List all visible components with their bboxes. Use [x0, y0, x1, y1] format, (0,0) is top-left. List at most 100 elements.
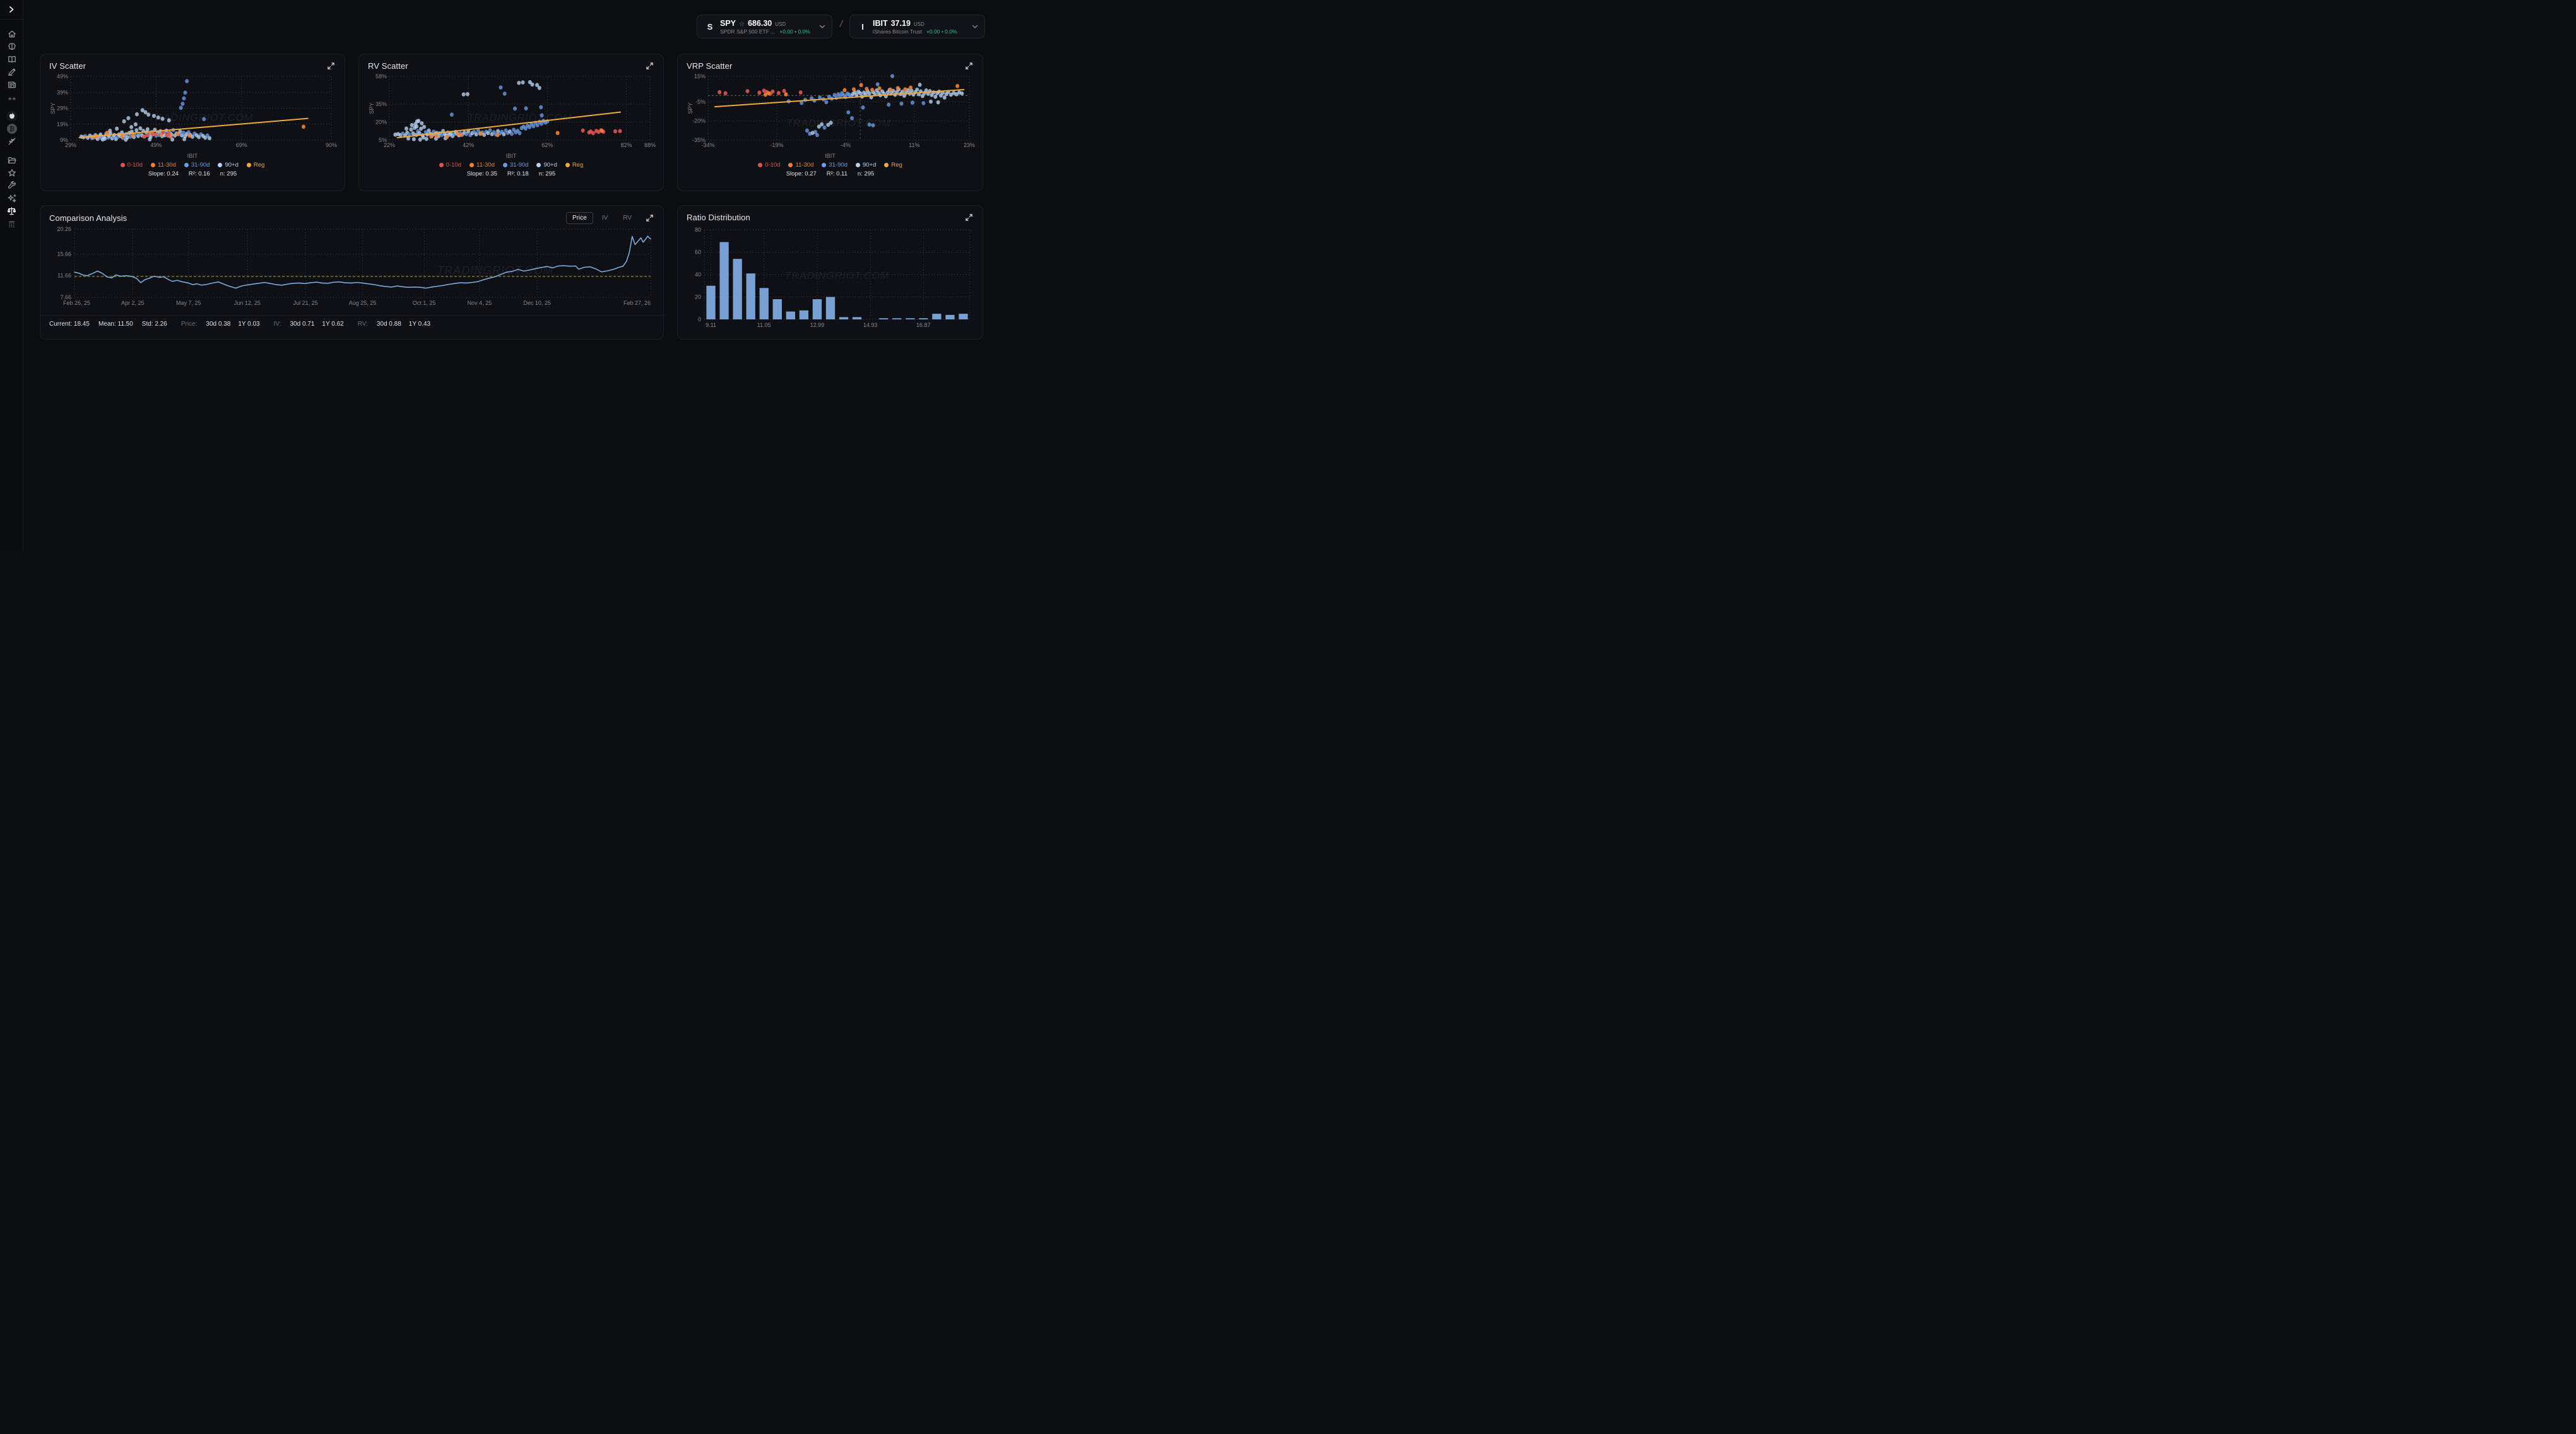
sidebar-item-tools[interactable]	[0, 179, 23, 192]
stat-value: n: 295	[538, 170, 556, 177]
sidebar-item-bitcoin[interactable]: ₿	[0, 122, 23, 135]
sidebar-item-news[interactable]	[0, 78, 23, 91]
legend-label: 0-10d	[446, 162, 461, 169]
bitcoin-icon: ₿	[6, 124, 17, 134]
svg-text:69%: 69%	[236, 142, 247, 148]
ticker-change: +0.00 • 0.0%	[779, 28, 810, 35]
svg-text:-5%: -5%	[695, 98, 706, 105]
sidebar-item-library[interactable]	[0, 53, 23, 66]
sidebar-item-research[interactable]	[0, 40, 23, 53]
book-open-icon	[8, 56, 16, 63]
x-axis-title: IBIT	[187, 153, 198, 159]
svg-text:SPY: SPY	[369, 102, 375, 114]
ticker-selector-spy[interactable]: S SPY ☆ 686.30 USD SPDR S&P 500 ETF ... …	[697, 15, 832, 39]
legend-item: Reg	[884, 162, 902, 169]
comparison-stats-row: Current: 18.45 Mean: 11.50 Std: 2.26 Pri…	[40, 316, 663, 328]
svg-text:11.05: 11.05	[757, 322, 771, 328]
sidebar-item-favorites[interactable]	[0, 167, 23, 179]
ticker-currency: USD	[913, 21, 925, 27]
svg-text:40: 40	[695, 271, 701, 278]
favorite-star-icon[interactable]: ☆	[739, 20, 745, 28]
sidebar-item-files[interactable]	[0, 154, 23, 167]
svg-text:29%: 29%	[57, 105, 68, 112]
svg-text:TRADINGRIOT.COM: TRADINGRIOT.COM	[149, 113, 254, 124]
svg-text:-19%: -19%	[770, 142, 783, 148]
svg-text:-4%: -4%	[841, 142, 851, 148]
sidebar-item-bench[interactable]	[0, 91, 23, 104]
folder-open-icon	[8, 157, 16, 164]
chevron-down-icon[interactable]	[972, 21, 979, 32]
svg-text:90%: 90%	[326, 142, 337, 148]
svg-text:60: 60	[695, 249, 701, 256]
svg-text:16.87: 16.87	[916, 322, 931, 328]
expand-icon[interactable]	[644, 61, 654, 71]
comparison-line-chart: Feb 26, 25 Apr 2, 25 May 7, 25 Jun 12, 25 Ju…	[57, 226, 651, 306]
svg-text:12.99: 12.99	[810, 322, 825, 328]
svg-text:Apr 2, 25: Apr 2, 25	[121, 300, 145, 306]
sidebar-expand-button[interactable]	[0, 3, 23, 16]
ticker-currency: USD	[775, 21, 786, 27]
ibit-logo: I	[861, 21, 864, 32]
legend-label: 31-90d	[191, 162, 210, 169]
svg-text:58%: 58%	[375, 73, 387, 80]
panel-title: RV Scatter	[368, 61, 408, 71]
svg-text:49%: 49%	[57, 73, 68, 80]
ticker-name: iShares Bitcoin Trust	[873, 28, 922, 35]
expand-icon[interactable]	[644, 213, 654, 223]
legend-dot	[565, 163, 570, 167]
scatter-stats: Slope: 0.24 R²: 0.16 n: 295	[40, 170, 345, 177]
expand-icon[interactable]	[326, 61, 336, 71]
legend-item: 11-30d	[788, 162, 813, 169]
svg-text:Feb 26, 25: Feb 26, 25	[63, 300, 90, 306]
svg-text:82%: 82%	[620, 142, 632, 148]
expand-icon[interactable]	[964, 212, 974, 222]
pencil-icon	[8, 68, 16, 76]
chevron-right-icon	[9, 6, 14, 13]
legend-label: 0-10d	[127, 162, 143, 169]
stat-value: n: 295	[857, 170, 875, 177]
tab-rv[interactable]: RV	[623, 215, 632, 222]
chevron-down-icon[interactable]	[819, 21, 827, 32]
scatter-legend: 0-10d 11-30d 31-90d 90+d Reg	[359, 162, 663, 169]
vrp-scatter-panel: VRP Scatter -34% -19% -4% 11% 23% 15% -5% -20% -…	[677, 54, 983, 191]
stat-price-30d: 30d 0.38	[206, 321, 231, 328]
stat-std: Std: 2.26	[141, 321, 167, 328]
svg-text:TRADINGRIOT.COM: TRADINGRIOT.COM	[468, 113, 572, 124]
x-axis-title: IBIT	[505, 153, 517, 159]
scatter-legend: 0-10d 11-30d 31-90d 90+d Reg	[678, 162, 983, 169]
svg-text:20: 20	[695, 294, 701, 300]
sidebar-item-home[interactable]	[0, 28, 23, 40]
legend-dot	[469, 163, 474, 167]
comparison-analysis-panel: Comparison Analysis Price IV RV Feb 26, …	[40, 205, 664, 340]
x-axis-title: IBIT	[825, 153, 836, 159]
ticker-selector-ibit[interactable]: I IBIT 37.19 USD iShares Bitcoin Trust +…	[849, 15, 985, 39]
svg-text:29%: 29%	[65, 142, 76, 148]
stat-iv-label: IV:	[273, 321, 281, 328]
svg-text:-35%: -35%	[692, 137, 706, 143]
tab-price[interactable]: Price	[566, 212, 593, 224]
tab-iv[interactable]: IV	[601, 215, 608, 222]
sidebar-item-notes[interactable]	[0, 66, 23, 78]
svg-text:23%: 23%	[964, 142, 975, 148]
sidebar-item-data-table[interactable]	[0, 217, 23, 230]
stat-mean: Mean: 11.50	[98, 321, 133, 328]
sidebar-item-pair-compare[interactable]	[0, 204, 23, 217]
sidebar-item-ai[interactable]	[0, 192, 23, 204]
legend-dot	[855, 163, 860, 167]
svg-text:SPY: SPY	[687, 102, 694, 114]
stat-iv-1y: 1Y 0.62	[322, 321, 344, 328]
expand-icon[interactable]	[964, 61, 974, 71]
table-grid-icon	[9, 221, 15, 227]
panel-title: IV Scatter	[49, 61, 86, 71]
svg-text:62%: 62%	[541, 142, 553, 148]
legend-item: 31-90d	[822, 162, 848, 169]
svg-text:14.93: 14.93	[863, 322, 878, 328]
legend-dot	[884, 163, 889, 167]
legend-label: Reg	[253, 162, 265, 169]
svg-text:TRADINGRIOT.COM: TRADINGRIOT.COM	[437, 264, 553, 276]
sidebar-item-apple[interactable]	[0, 110, 23, 122]
trading-dashboard: ₿ S SPY ☆ 686.30	[0, 0, 990, 551]
comparison-tabs: Price IV RV	[566, 212, 638, 224]
svg-text:9%: 9%	[60, 137, 68, 143]
sidebar-item-commodities[interactable]	[0, 135, 23, 148]
